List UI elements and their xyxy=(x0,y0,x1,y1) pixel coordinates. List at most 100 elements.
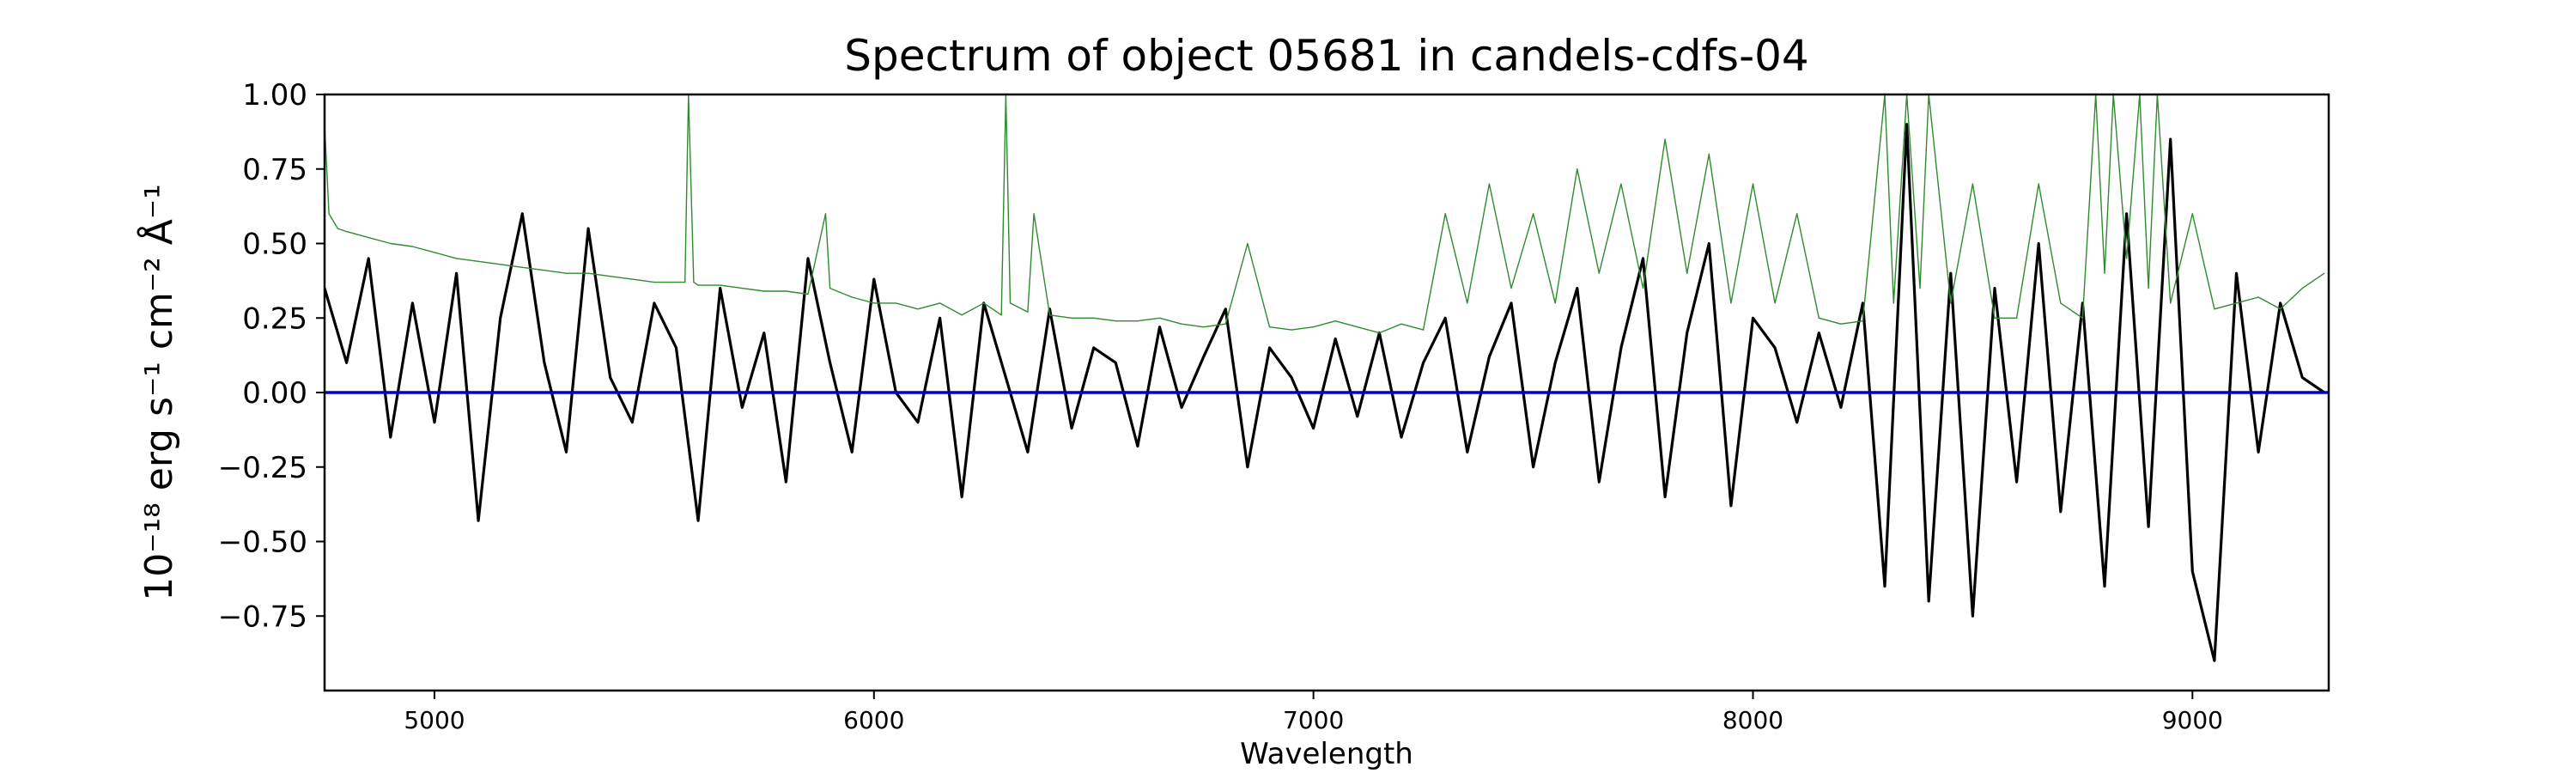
series-0-point xyxy=(1906,124,1908,125)
series-1-point xyxy=(1994,317,1996,319)
series-1-point xyxy=(1686,272,1688,274)
series-0-point xyxy=(2060,511,2062,513)
x-tick-label: 9000 xyxy=(2162,706,2223,734)
series-0-point xyxy=(1334,338,1336,340)
series-1-point xyxy=(2060,302,2062,304)
series-0-point xyxy=(1137,445,1139,447)
series-0-point xyxy=(1093,347,1095,349)
series-1-point xyxy=(1554,302,1556,304)
series-1-point xyxy=(456,258,458,259)
series-1-point xyxy=(1730,302,1732,304)
series-1-point xyxy=(1093,317,1095,319)
series-0-point xyxy=(1247,466,1249,468)
series-1-point xyxy=(693,282,695,283)
series-1-point xyxy=(1268,326,1271,328)
series-0-point xyxy=(1796,422,1798,423)
series-0-point xyxy=(1510,302,1512,304)
series-1-point xyxy=(2280,308,2281,310)
series-2 xyxy=(325,391,2329,394)
chart-title: Spectrum of object 05681 in candels-cdfs… xyxy=(844,31,1809,81)
series-1-point xyxy=(368,237,369,239)
series-0-point xyxy=(1313,428,1315,429)
series-0-point xyxy=(477,520,479,521)
series-1-point xyxy=(829,288,831,289)
y-axis: 1.00 0.75 0.50 0.25 0.00 −0.25 −0.50 −0.75 xyxy=(218,78,325,634)
series-1-point xyxy=(2214,308,2215,310)
series-1-point xyxy=(1158,317,1161,319)
series-0-point xyxy=(2016,481,2018,483)
series-1-point xyxy=(521,266,523,268)
plot-area xyxy=(325,94,2329,662)
series-0-point xyxy=(1488,356,1490,357)
series-0-point xyxy=(456,272,458,274)
series-1-point xyxy=(1423,329,1425,331)
series-0-point xyxy=(1224,308,1226,310)
series-0-point xyxy=(1730,505,1732,507)
series-1-point xyxy=(1137,320,1139,322)
series-0-point xyxy=(521,213,523,215)
series-0-point xyxy=(1268,347,1271,349)
series-0-point xyxy=(1950,272,1952,274)
series-1-point xyxy=(1378,332,1380,334)
series-0-point xyxy=(1554,362,1556,363)
series-1-point xyxy=(675,282,677,283)
series-0-point xyxy=(675,347,677,349)
series-1-point xyxy=(1033,213,1035,215)
series-1-point xyxy=(1620,183,1622,185)
series-1-point xyxy=(1862,320,1863,322)
series-1-point xyxy=(1510,288,1512,289)
series-1-point xyxy=(1048,314,1051,316)
series-0-point xyxy=(1357,416,1358,417)
series-0-point xyxy=(961,496,963,498)
series-1-point xyxy=(1247,242,1249,245)
series-0-point xyxy=(631,422,633,423)
series-0-point xyxy=(2257,451,2259,453)
series-0-point xyxy=(785,481,787,483)
series-1-point xyxy=(741,288,743,289)
series-1-point xyxy=(1774,302,1776,304)
series-0-point xyxy=(1598,481,1600,483)
series-0-point xyxy=(1664,496,1666,498)
series-0-point xyxy=(2104,585,2105,587)
y-tick-label: 1.00 xyxy=(242,78,307,113)
series-1-point xyxy=(2170,302,2172,304)
series-0-point xyxy=(390,436,392,438)
series-1-point xyxy=(1009,302,1012,304)
series-1-point xyxy=(1444,213,1446,215)
series-1-point xyxy=(2104,272,2105,274)
series-1-point xyxy=(1000,314,1002,316)
series-1-point xyxy=(411,246,413,247)
series-1-point xyxy=(2301,288,2303,289)
series-0-point xyxy=(1423,362,1425,363)
series-0-point xyxy=(1005,377,1006,379)
series-1-point xyxy=(697,284,699,286)
series-0-line xyxy=(325,123,2325,662)
series-1-point xyxy=(1488,183,1490,185)
series-1-point xyxy=(684,282,686,283)
series-1-point xyxy=(390,242,392,245)
series-0-point xyxy=(2301,377,2303,379)
series-1-point xyxy=(851,296,853,298)
series-1-point xyxy=(1291,329,1292,331)
y-tick-label: 0.75 xyxy=(242,153,307,187)
series-1-point xyxy=(1818,317,1820,319)
series-0-point xyxy=(741,406,743,408)
series-0-point xyxy=(1444,317,1446,319)
series-0-point xyxy=(2170,138,2172,140)
y-tick-label: 0.50 xyxy=(242,228,307,262)
series-0-point xyxy=(1994,288,1996,289)
y-axis-label: 10⁻¹⁸ erg s⁻¹ cm⁻² Å⁻¹ xyxy=(136,184,181,600)
series-1-point xyxy=(1400,323,1402,325)
series-0-point xyxy=(829,362,831,363)
series-1-point xyxy=(587,272,589,274)
series-1-point xyxy=(1919,288,1921,289)
series-0-point xyxy=(763,332,765,334)
series-0-point xyxy=(1115,362,1116,363)
series-1-point xyxy=(1708,153,1710,155)
series-0-point xyxy=(1708,242,1710,245)
x-axis: 5000 6000 7000 8000 9000 xyxy=(404,691,2223,734)
series-0-point xyxy=(1400,436,1402,438)
series-0-point xyxy=(1533,466,1534,468)
series-1-point xyxy=(2257,296,2259,298)
